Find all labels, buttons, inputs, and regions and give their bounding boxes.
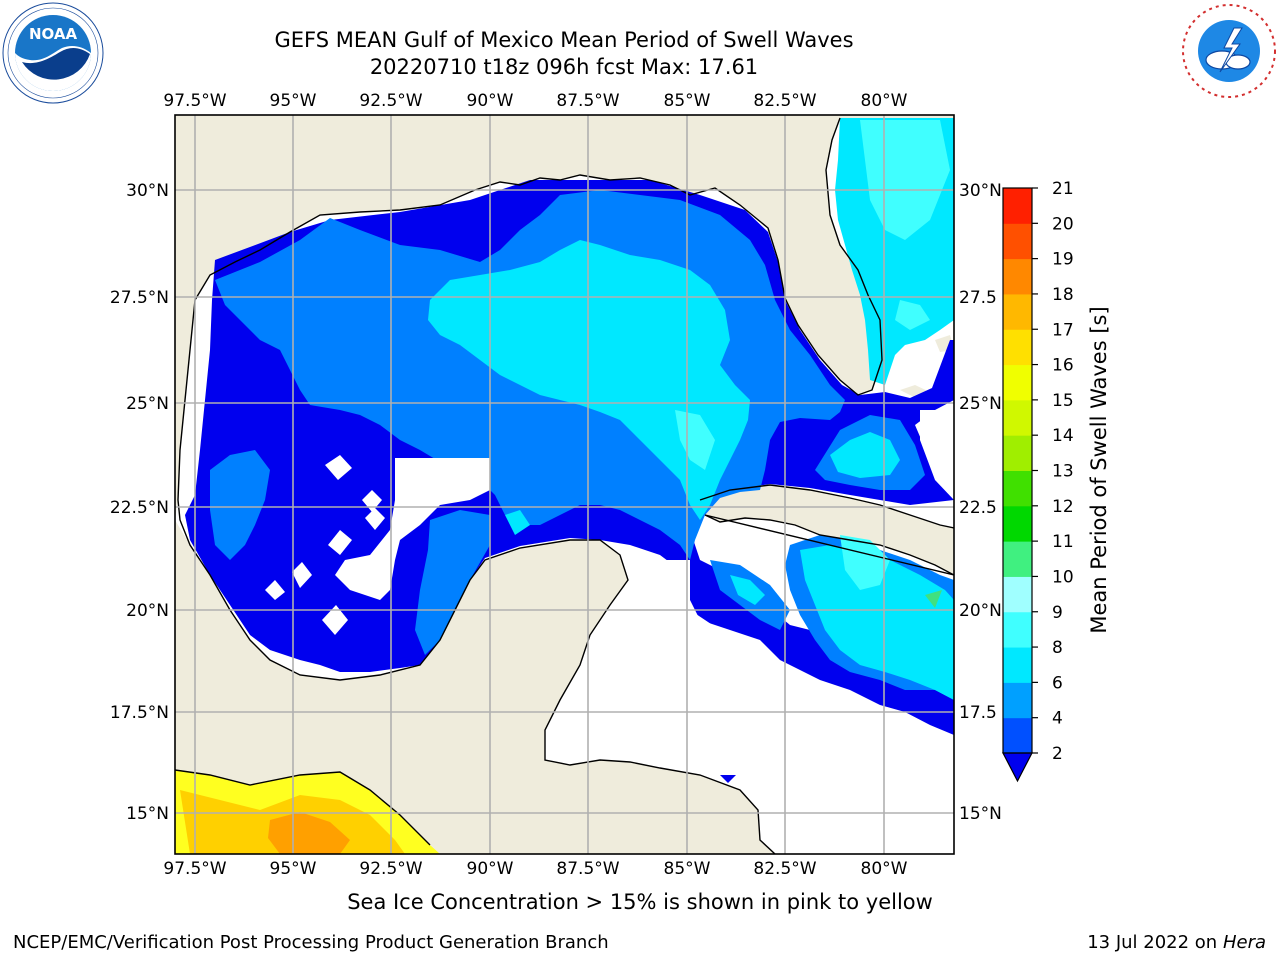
coastlines	[175, 117, 954, 854]
left-latitude-labels: 30°N 27.5°N 25°N 22.5°N 20°N 17.5°N 15°N	[110, 181, 169, 824]
colorbar-tick-label: 12	[1052, 497, 1074, 517]
colorbar-tick-label: 19	[1052, 250, 1074, 270]
lat-label-right: 15°N	[959, 804, 1002, 824]
right-latitude-labels: 30°N 27.5 25°N 22.5 20°N 17.5 15°N	[959, 181, 1002, 824]
land-bahamas	[900, 335, 954, 400]
colorbar-tick-label: 10	[1052, 567, 1074, 587]
colorbar-segment	[1003, 682, 1032, 719]
colorbar-tick-label: 2	[1052, 744, 1063, 764]
land-us	[175, 115, 954, 520]
colorbar-tick-label: 8	[1052, 638, 1063, 658]
colorbar-segment	[1003, 505, 1032, 542]
lon-label-bottom: 90°W	[467, 859, 514, 879]
lon-label-top: 82.5°W	[753, 91, 816, 111]
footer-date-text: 13 Jul 2022 on	[1087, 932, 1223, 953]
footer-credit: NCEP/EMC/Verification Post Processing Pr…	[13, 932, 609, 953]
lon-label-bottom: 85°W	[664, 859, 711, 879]
colorbar-segment	[1003, 576, 1032, 613]
top-longitude-labels: 97.5°W 95°W 92.5°W 90°W 87.5°W 85°W 82.5…	[163, 91, 907, 111]
colorbar-tick-label: 18	[1052, 285, 1074, 305]
noaa-logo: NOAA	[2, 2, 104, 104]
colorbar-tick-label: 4	[1052, 709, 1063, 729]
map-subtitle: 20220710 t18z 096h fcst Max: 17.61	[369, 55, 759, 79]
colorbar-segment	[1003, 435, 1032, 471]
no-data-patches	[265, 410, 954, 700]
colorbar-segments	[1003, 188, 1032, 754]
colorbar-segment	[1003, 541, 1032, 577]
lon-label-bottom: 82.5°W	[753, 859, 816, 879]
nws-logo	[1180, 2, 1278, 100]
footer-date: 13 Jul 2022 on Hera	[1087, 932, 1266, 953]
colorbar-ticks: 2 4 6 8 9 10 11 12 13 14 15 16 17 18 19 20 21	[1032, 179, 1074, 764]
land-mexico	[175, 520, 775, 854]
colorbar-tick-label: 20	[1052, 214, 1074, 234]
colorbar-segment	[1003, 364, 1032, 401]
lon-label-bottom: 80°W	[861, 859, 908, 879]
lat-label-right: 22.5	[959, 498, 997, 518]
lat-label-left: 22.5°N	[110, 498, 169, 518]
colorbar-segment	[1003, 329, 1032, 366]
lon-label-bottom: 92.5°W	[359, 859, 422, 879]
colorbar-tick-label: 13	[1052, 462, 1074, 482]
colorbar-segment	[1003, 717, 1032, 754]
colorbar-tick-label: 16	[1052, 356, 1074, 376]
svg-text:NOAA: NOAA	[29, 25, 78, 43]
colorbar: 2 4 6 8 9 10 11 12 13 14 15 16 17 18 19 20 21 Mean Perio…	[1002, 179, 1111, 783]
lon-label-bottom: 95°W	[270, 859, 317, 879]
lat-label-left: 20°N	[126, 601, 169, 621]
swell-field-8s	[675, 120, 950, 590]
colorbar-segment	[1003, 399, 1032, 436]
map-frame	[174, 114, 955, 855]
colorbar-tick-label: 9	[1052, 603, 1063, 623]
colorbar-tick-label: 6	[1052, 673, 1063, 693]
sea-ice-note: Sea Ice Concentration > 15% is shown in …	[347, 890, 933, 914]
bottom-longitude-labels: 97.5°W 95°W 92.5°W 90°W 87.5°W 85°W 82.5…	[163, 859, 907, 879]
lon-label-top: 90°W	[467, 91, 514, 111]
colorbar-segment	[1003, 470, 1032, 507]
lon-label-bottom: 97.5°W	[163, 859, 226, 879]
lon-label-top: 97.5°W	[163, 91, 226, 111]
colorbar-tick-label: 14	[1052, 426, 1074, 446]
lat-label-left: 25°N	[126, 394, 169, 414]
map-title: GEFS MEAN Gulf of Mexico Mean Period of …	[274, 28, 854, 52]
colorbar-label: Mean Period of Swell Waves [s]	[1087, 306, 1111, 633]
lon-label-top: 87.5°W	[556, 91, 619, 111]
colorbar-segment	[1003, 647, 1032, 683]
lat-label-left: 30°N	[126, 181, 169, 201]
colorbar-segment	[1003, 293, 1032, 330]
lat-label-right: 17.5	[959, 703, 997, 723]
swell-field-9s	[925, 590, 942, 608]
graticule	[175, 115, 954, 854]
sea-ice-field-high	[268, 812, 350, 854]
lat-label-right: 30°N	[959, 181, 1002, 201]
colorbar-tick-label: 15	[1052, 391, 1074, 411]
colorbar-tick-label: 11	[1052, 532, 1074, 552]
lon-label-top: 95°W	[270, 91, 317, 111]
lat-label-left: 15°N	[126, 804, 169, 824]
colorbar-under-arrow	[1002, 752, 1033, 783]
colorbar-tick-label: 21	[1052, 179, 1074, 199]
lat-label-left: 17.5°N	[110, 703, 169, 723]
lon-label-top: 92.5°W	[359, 91, 422, 111]
lon-label-top: 80°W	[861, 91, 908, 111]
lat-label-right: 20°N	[959, 601, 1002, 621]
colorbar-segment	[1003, 188, 1032, 224]
colorbar-segment	[1003, 223, 1032, 260]
lon-label-top: 85°W	[664, 91, 711, 111]
lat-label-right: 27.5	[959, 288, 997, 308]
lat-label-left: 27.5°N	[110, 288, 169, 308]
lat-label-right: 25°N	[959, 394, 1002, 414]
colorbar-tick-label: 17	[1052, 320, 1074, 340]
colorbar-segment	[1003, 611, 1032, 648]
footer-host: Hera	[1222, 932, 1266, 953]
lon-label-bottom: 87.5°W	[556, 859, 619, 879]
colorbar-segment	[1003, 258, 1032, 295]
